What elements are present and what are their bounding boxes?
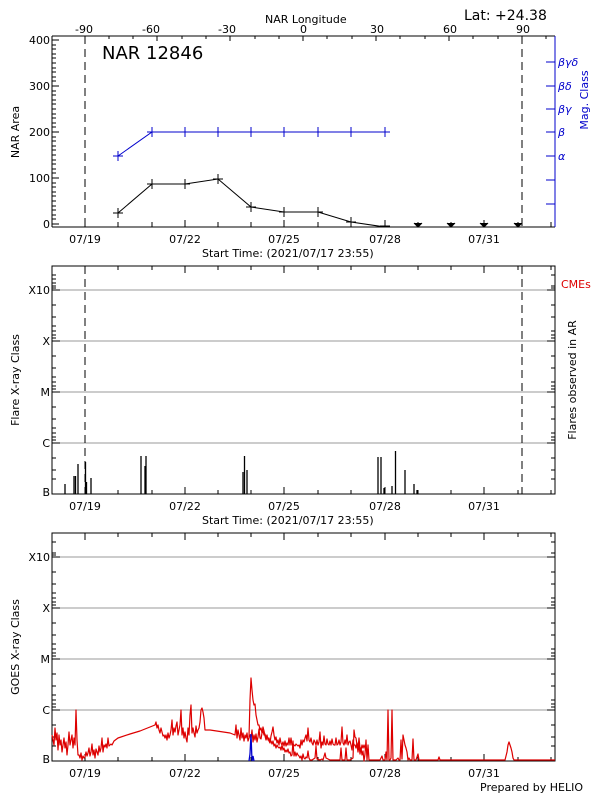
- mag-class-markers: [113, 127, 390, 161]
- x-tick: 07/28: [369, 500, 401, 513]
- x-tick: 07/28: [369, 233, 401, 246]
- x-tick: 07/25: [268, 500, 300, 513]
- latitude-label: Lat: +24.38: [464, 8, 547, 24]
- x-tick: 07/22: [169, 500, 201, 513]
- y-tick: X10: [28, 551, 50, 564]
- y-tick: C: [42, 437, 50, 450]
- x-tick: 07/28: [369, 767, 401, 780]
- y-tick: 0: [43, 218, 50, 231]
- top-panel: Lat: +24.38 NAR Longitude -90 -60 -30 0 …: [9, 8, 591, 260]
- x-tick: 07/19: [69, 767, 101, 780]
- x-tick: 07/31: [468, 767, 500, 780]
- cme-legend: CMEs: [561, 278, 591, 291]
- x-axis-label-top: Start Time: (2021/07/17 23:55): [202, 247, 374, 260]
- mag-tick: βδ: [557, 80, 572, 93]
- y-tick: B: [42, 486, 50, 499]
- footer-credit: Prepared by HELIO: [480, 781, 583, 794]
- lon-tick: 30: [370, 23, 384, 36]
- y-axis-label-flare: Flare X-ray Class: [9, 334, 22, 426]
- mag-tick: βγ: [557, 103, 572, 116]
- y-tick: X: [42, 335, 50, 348]
- y-axis-label-goes: GOES X-ray Class: [9, 599, 22, 695]
- lon-tick: 90: [516, 23, 530, 36]
- top-axis-label: NAR Longitude: [265, 13, 347, 26]
- lon-tick: 60: [443, 23, 457, 36]
- lon-tick: 0: [300, 23, 307, 36]
- date-tick-labels: 07/19 07/22 07/25 07/28 07/31: [69, 233, 500, 246]
- y-axis-label-area: NAR Area: [9, 106, 22, 158]
- y-tick: X: [42, 602, 50, 615]
- y-tick: 200: [29, 126, 50, 139]
- y-tick: X10: [28, 284, 50, 297]
- x-axis-label-mid: Start Time: (2021/07/17 23:55): [202, 514, 374, 527]
- y-tick: 300: [29, 80, 50, 93]
- y-tick: 100: [29, 172, 50, 185]
- flare-date-tick-labels: 07/19 07/22 07/25 07/28 07/31: [69, 500, 500, 513]
- flare-marker-blue: [248, 733, 255, 762]
- region-title: NAR 12846: [102, 43, 203, 64]
- y-tick: M: [41, 386, 51, 399]
- lon-tick: -90: [75, 23, 93, 36]
- lon-tick: -30: [218, 23, 236, 36]
- x-tick: 07/19: [69, 233, 101, 246]
- flare-bars: [64, 451, 418, 494]
- x-tick: 07/31: [468, 233, 500, 246]
- x-tick: 07/22: [169, 233, 201, 246]
- goes-flux-curve: [51, 704, 369, 761]
- mag-tick: βγδ: [557, 56, 579, 69]
- goes-panel: X10 X M C B GOES X-ray Class 07/19 07/22…: [9, 532, 583, 794]
- longitude-tick-labels: -90 -60 -30 0 30 60 90: [75, 23, 530, 36]
- goes-date-tick-labels: 07/19 07/22 07/25 07/28 07/31: [69, 767, 500, 780]
- x-tick: 07/25: [268, 233, 300, 246]
- mag-class-tick-labels: βγδ βδ βγ β α: [557, 56, 579, 163]
- y2-axis-label-mag: Mag. Class: [578, 70, 591, 129]
- goes-flux-curve-peak: [248, 677, 555, 762]
- goes-class-tick-labels: X10 X M C B: [28, 551, 50, 766]
- y-tick: B: [42, 753, 50, 766]
- y-tick: 400: [29, 34, 50, 47]
- y-tick: M: [41, 653, 51, 666]
- flare-class-tick-labels: X10 X M C B: [28, 284, 50, 499]
- area-y-tick-labels: 400 300 200 100 0: [29, 34, 50, 231]
- y-tick: C: [42, 704, 50, 717]
- mag-tick: α: [558, 150, 566, 163]
- area-markers: [113, 174, 523, 228]
- y2-axis-label-flares: Flares observed in AR: [566, 320, 579, 440]
- x-tick: 07/31: [468, 500, 500, 513]
- flare-panel: X10 X M C B Flare X-ray Class Flares obs…: [9, 265, 591, 527]
- mag-tick: β: [557, 126, 565, 139]
- x-tick: 07/25: [268, 767, 300, 780]
- x-tick: 07/19: [69, 500, 101, 513]
- lon-tick: -60: [142, 23, 160, 36]
- x-tick: 07/22: [169, 767, 201, 780]
